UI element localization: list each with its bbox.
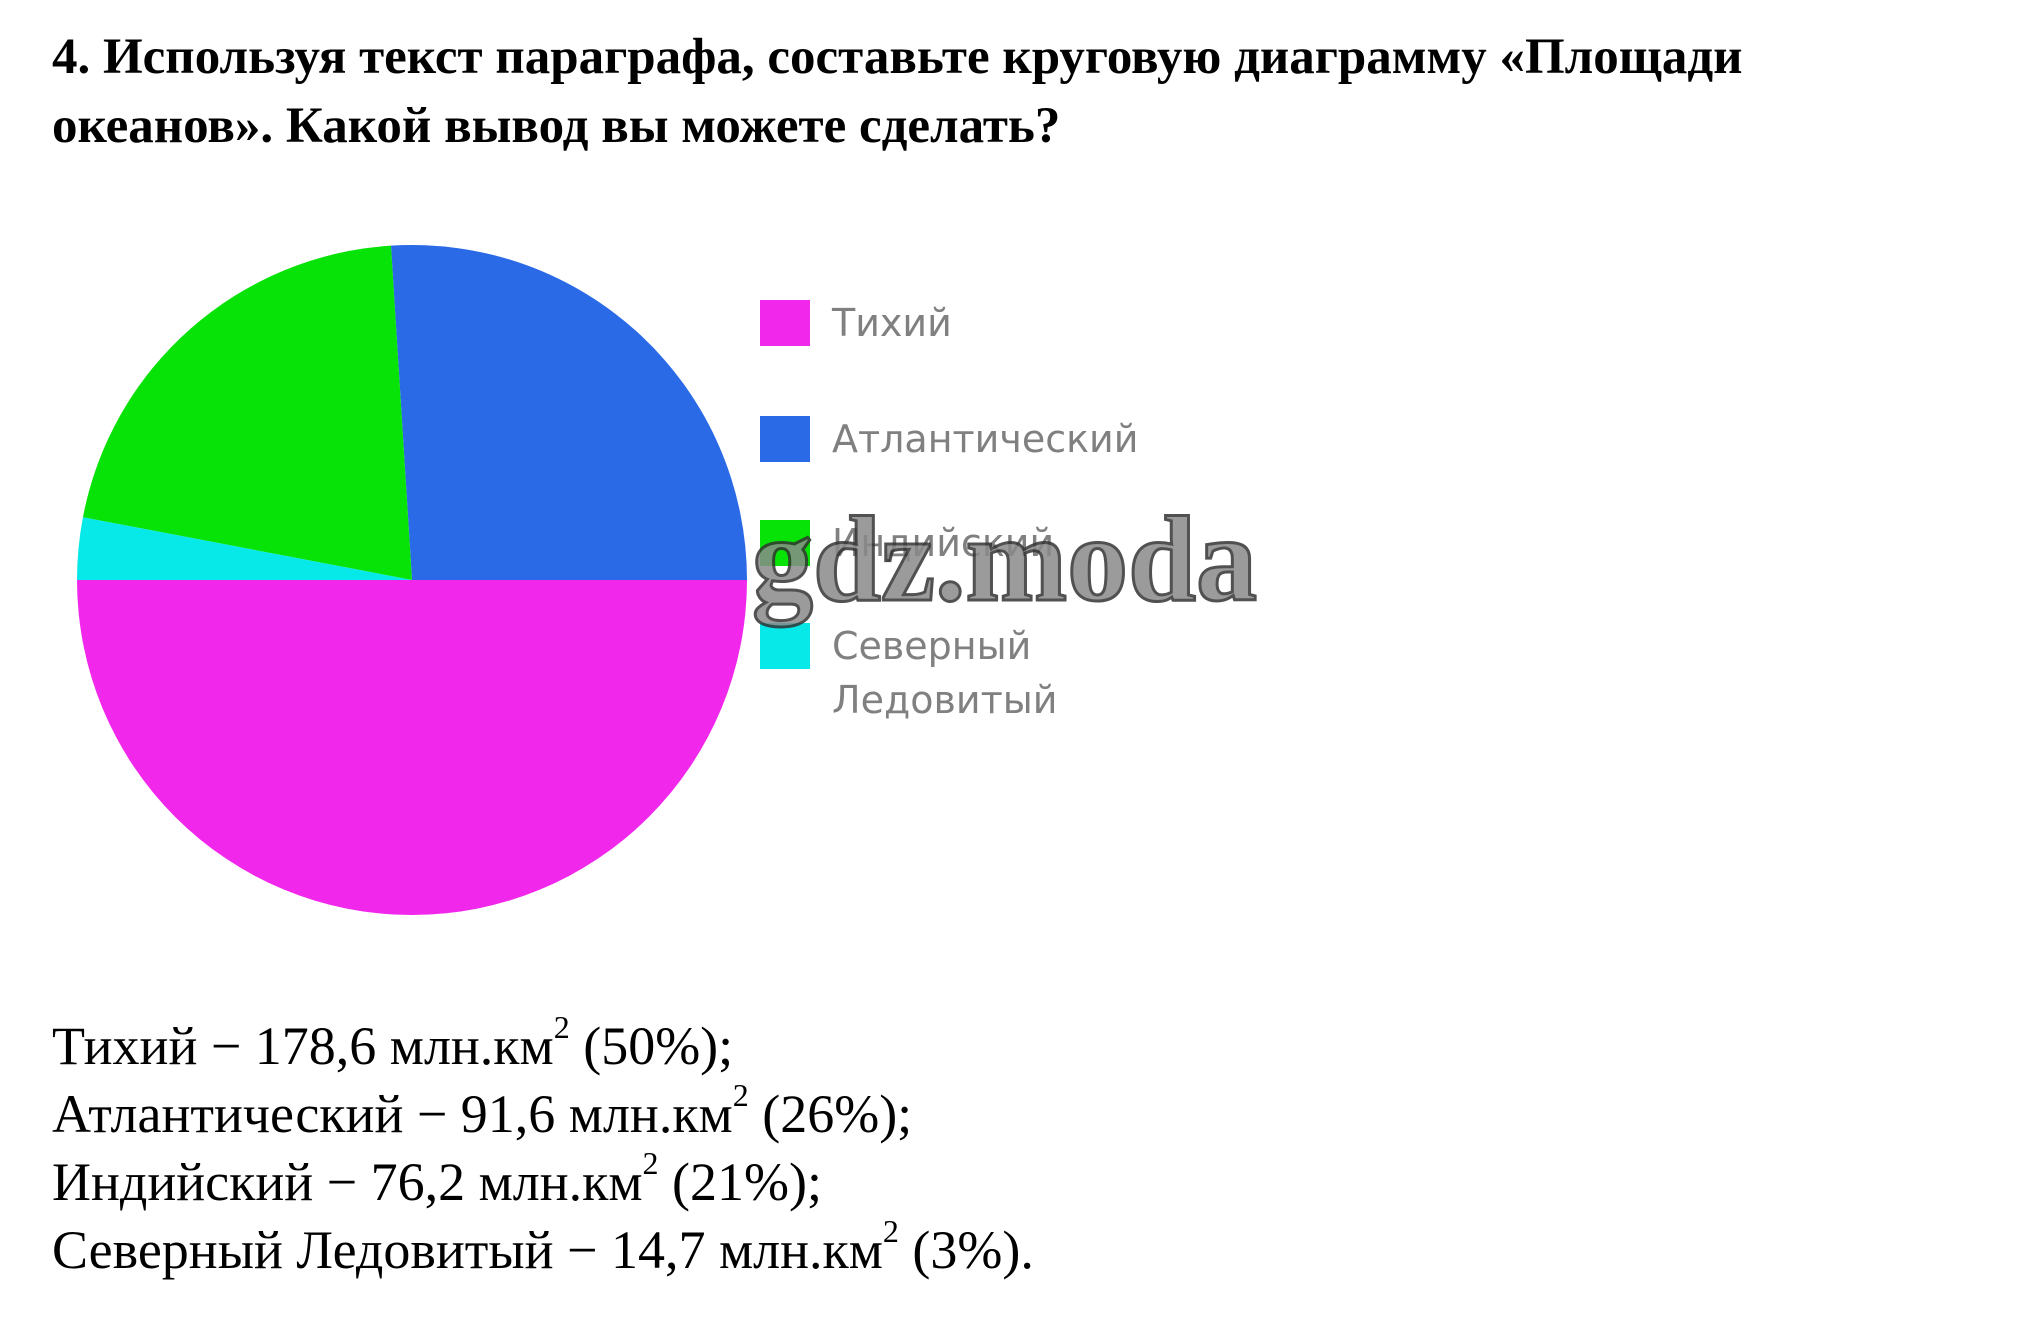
superscript: 2	[553, 1009, 570, 1045]
legend-label: Тихий	[832, 301, 952, 345]
answer-line: Индийский − 76,2 млн.км2 (21%);	[52, 1147, 822, 1213]
pie-slice	[390, 245, 747, 580]
answer-line: Тихий − 178,6 млн.км2 (50%);	[52, 1011, 734, 1077]
legend-swatch	[760, 300, 810, 346]
answer-percent: (3%).	[898, 1220, 1034, 1280]
pie-slice	[82, 245, 412, 580]
pie-slice	[77, 517, 412, 580]
answer-text: Атлантический − 91,6 млн.км	[52, 1084, 733, 1144]
legend-label: Индийский	[832, 521, 1055, 565]
title: океанов». Какой вывод вы можете сделать?	[52, 98, 1061, 154]
legend-label: Атлантический	[832, 417, 1139, 461]
legend-label: Северный Ледовитый	[832, 624, 1058, 722]
title: 4. Используя текст параграфа, составьте …	[52, 29, 1743, 85]
superscript: 2	[882, 1213, 899, 1249]
superscript: 2	[642, 1145, 659, 1181]
pie-slice	[77, 580, 747, 915]
answer-percent: (21%);	[658, 1152, 822, 1212]
answer-text: Индийский − 76,2 млн.км	[52, 1152, 643, 1212]
answer-percent: (26%);	[748, 1084, 913, 1144]
answer-text: Северный Ледовитый − 14,7 млн.км	[52, 1220, 883, 1280]
pie-chart	[77, 245, 747, 915]
answer-line: Северный Ледовитый − 14,7 млн.км2 (3%).	[52, 1215, 1034, 1281]
superscript: 2	[732, 1077, 749, 1113]
answer-text: Тихий − 178,6 млн.км	[52, 1016, 554, 1076]
legend-swatch	[760, 520, 810, 566]
legend-swatch	[760, 623, 810, 669]
watermark: gdz.moda	[751, 491, 1259, 629]
legend-swatch	[760, 416, 810, 462]
answer-percent: (50%);	[569, 1016, 734, 1076]
answer-line: Атлантический − 91,6 млн.км2 (26%);	[52, 1079, 913, 1145]
